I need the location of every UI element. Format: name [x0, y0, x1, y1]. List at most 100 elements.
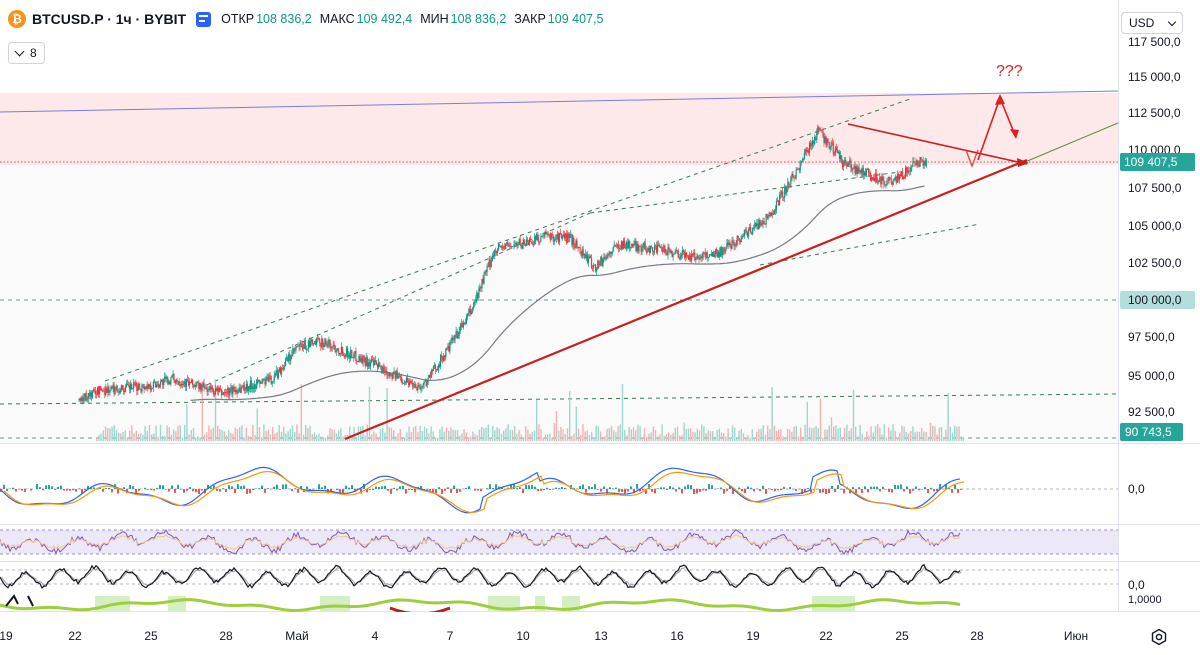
candle	[448, 346, 450, 352]
candle	[479, 287, 481, 289]
candle	[410, 380, 412, 384]
osc-histogram-bar	[564, 487, 566, 489]
currency-select[interactable]: USD	[1121, 12, 1183, 34]
volume-bar	[159, 424, 162, 441]
candle	[548, 234, 550, 235]
candle	[95, 394, 98, 395]
price-axis-label: 105 000,0	[1128, 219, 1182, 233]
candle	[519, 239, 521, 245]
volume-bar	[804, 424, 806, 441]
candle	[239, 387, 241, 393]
candle	[552, 236, 554, 242]
volume-bar	[353, 426, 355, 441]
candle	[88, 393, 90, 396]
osc-histogram-bar	[447, 487, 449, 489]
osc-histogram-bar	[291, 489, 293, 491]
candle	[255, 384, 257, 389]
osc-histogram-bar	[546, 487, 548, 489]
candle	[824, 136, 826, 143]
volume-bar	[192, 428, 195, 441]
candle	[231, 387, 233, 395]
candle	[170, 377, 172, 385]
candle	[481, 278, 483, 289]
candle	[238, 387, 240, 392]
volume-bar	[839, 427, 841, 441]
osc-histogram-bar	[387, 489, 389, 491]
candle	[854, 166, 856, 174]
candle	[305, 348, 307, 350]
osc-histogram-bar	[924, 487, 926, 489]
volume-bar	[263, 424, 265, 441]
candle	[112, 384, 114, 389]
volume-bar	[767, 425, 769, 441]
volume-bar	[170, 434, 173, 441]
volume-bar	[236, 428, 239, 441]
candle	[833, 154, 835, 155]
candle	[567, 233, 569, 243]
candle	[627, 242, 629, 248]
volume-bar	[333, 429, 335, 441]
candle	[878, 180, 880, 183]
candle	[669, 248, 671, 253]
candle	[209, 386, 211, 390]
candle	[773, 211, 775, 215]
volume-bar	[665, 434, 668, 441]
osc-histogram-bar	[192, 489, 194, 492]
osc-histogram-bar	[645, 489, 647, 494]
volume-bar	[456, 430, 459, 441]
candle	[164, 376, 166, 380]
candle	[417, 385, 419, 391]
candle	[913, 161, 915, 163]
osc-histogram-bar	[66, 489, 68, 491]
osc-histogram-bar	[732, 489, 734, 494]
volume-bar	[514, 425, 516, 441]
candle	[188, 382, 191, 386]
candle	[895, 176, 897, 183]
volume-bar	[533, 430, 536, 441]
volume-bar	[784, 437, 786, 441]
volume-bar	[111, 426, 113, 441]
symbol-title[interactable]: BTCUSD.P · 1ч · BYBIT	[32, 11, 187, 27]
candle	[271, 381, 273, 384]
last-price-label: 109 407,5	[1124, 155, 1178, 169]
volume-bar	[863, 437, 866, 441]
candle	[655, 245, 657, 247]
osc-histogram-bar	[810, 489, 812, 493]
candle	[516, 242, 518, 246]
candle	[576, 240, 578, 247]
candle	[403, 382, 406, 384]
osc-histogram-bar	[9, 488, 11, 489]
candle	[128, 384, 130, 386]
trend-zone	[535, 596, 545, 611]
osc-histogram-bar	[531, 485, 533, 489]
candle	[424, 380, 426, 382]
osc-histogram-bar	[195, 489, 197, 493]
candle	[208, 386, 210, 391]
candle	[825, 136, 827, 146]
candle	[906, 167, 908, 173]
indicators-toggle-button[interactable]: 8	[8, 42, 45, 64]
candle	[343, 355, 346, 357]
osc-histogram-bar	[435, 489, 437, 494]
candle	[807, 150, 810, 153]
candle	[852, 168, 854, 171]
osc-histogram-bar	[3, 484, 5, 489]
candle	[704, 252, 706, 257]
osc-histogram-bar	[528, 485, 530, 489]
candle	[729, 242, 731, 246]
gear-icon[interactable]	[1150, 628, 1168, 646]
volume-bar	[397, 433, 399, 441]
candle	[909, 170, 911, 172]
volume-bar	[274, 433, 276, 441]
volume-bar	[285, 433, 287, 441]
candle	[320, 343, 322, 347]
candle	[766, 214, 768, 219]
data-window-icon[interactable]	[196, 11, 212, 27]
volume-bar	[617, 426, 619, 441]
candle	[290, 356, 292, 361]
osc-histogram-bar	[591, 486, 593, 489]
candle	[725, 248, 727, 252]
candle	[803, 153, 805, 159]
osc-histogram-bar	[261, 485, 263, 489]
